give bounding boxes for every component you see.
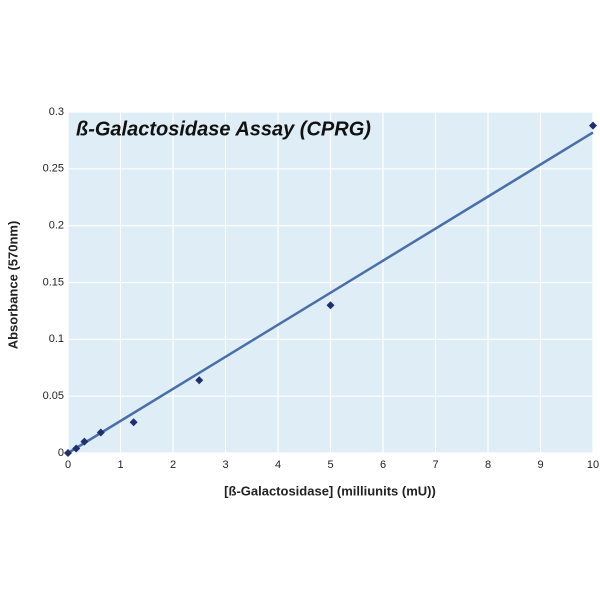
x-tick-label: 4 xyxy=(275,459,281,471)
y-axis-label: Absorbance (570nm) xyxy=(5,221,20,350)
data-point xyxy=(96,428,105,437)
data-point xyxy=(589,121,597,130)
chart-title: ß-Galactosidase Assay (CPRG) xyxy=(76,118,371,140)
data-point xyxy=(195,376,204,385)
x-tick-label: 5 xyxy=(327,459,333,471)
y-tick-label: 0.2 xyxy=(49,220,64,232)
data-point xyxy=(80,437,89,446)
x-tick-label: 8 xyxy=(485,459,491,471)
y-tick-label: 0 xyxy=(58,447,64,459)
data-point xyxy=(326,301,335,310)
y-tick-label: 0.3 xyxy=(49,106,64,118)
x-tick-label: 3 xyxy=(222,459,228,471)
y-tick-label: 0.1 xyxy=(49,333,64,345)
y-tick-label: 0.05 xyxy=(43,390,64,402)
data-point xyxy=(72,444,81,453)
y-tick-label: 0.15 xyxy=(43,276,64,288)
x-tick-label: 9 xyxy=(537,459,543,471)
x-tick-label: 0 xyxy=(65,459,71,471)
trend-line xyxy=(67,131,594,455)
x-tick-label: 2 xyxy=(170,459,176,471)
y-tick-label: 0.25 xyxy=(43,163,64,175)
x-tick-label: 10 xyxy=(587,459,599,471)
x-axis-label: [ß-Galactosidase] (milliunits (mU)) xyxy=(224,483,436,498)
x-tick-label: 1 xyxy=(117,459,123,471)
x-tick-label: 7 xyxy=(432,459,438,471)
data-point xyxy=(129,418,138,427)
data-point xyxy=(64,449,72,457)
x-tick-label: 6 xyxy=(380,459,386,471)
